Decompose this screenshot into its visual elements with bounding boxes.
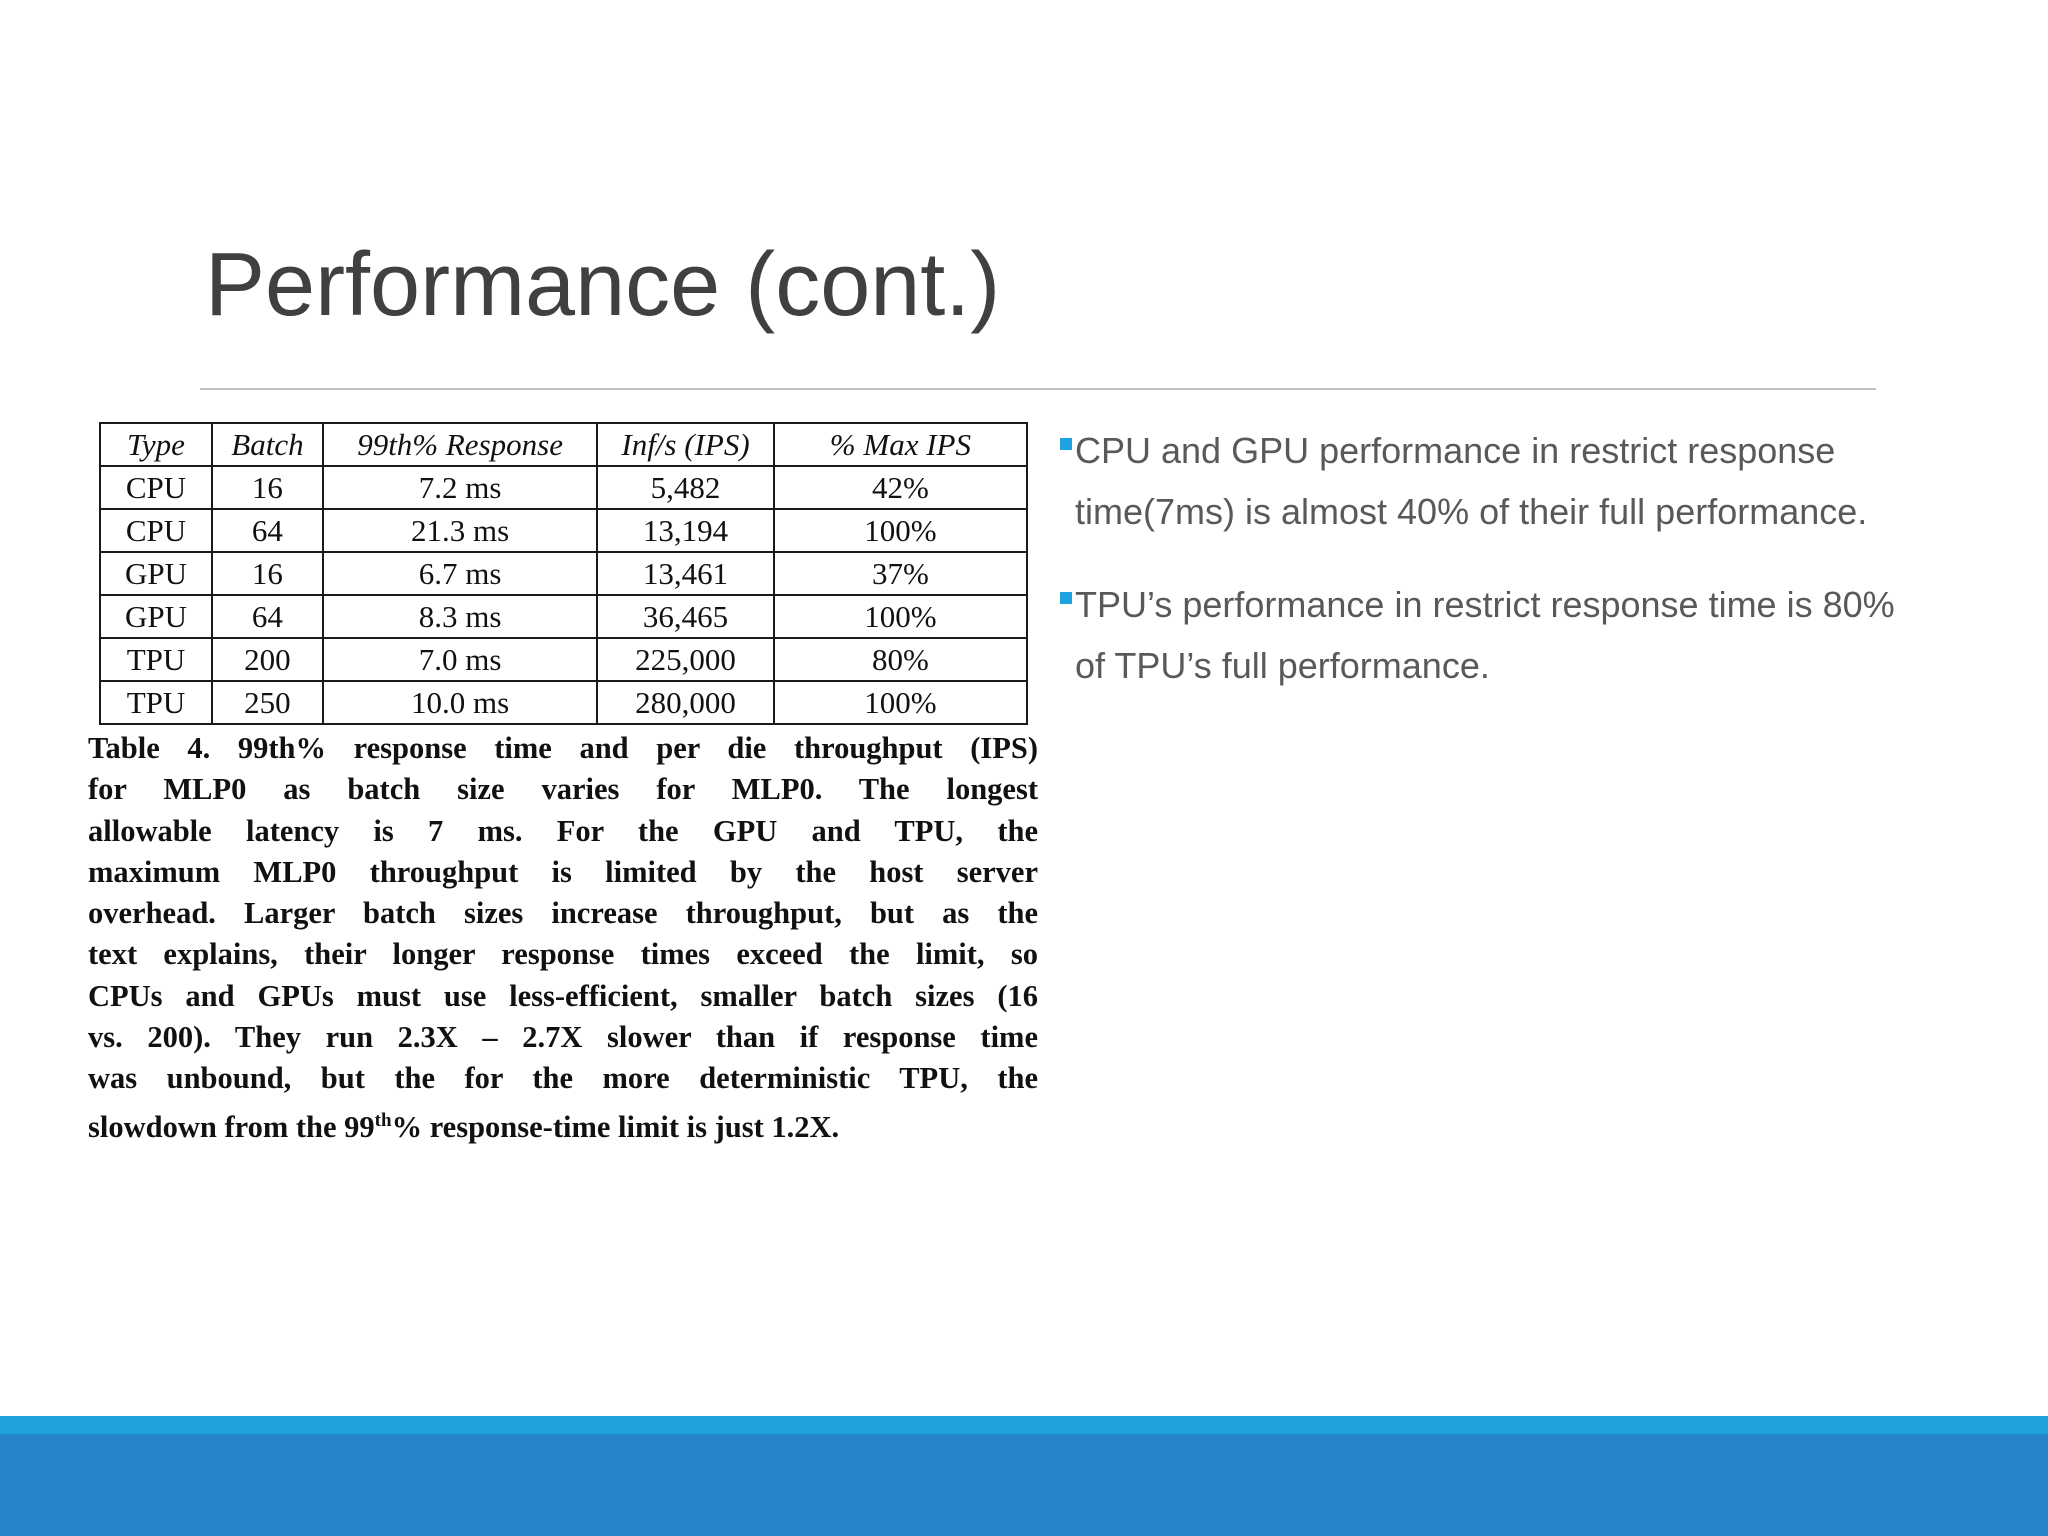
table-cell: 13,461 [596, 551, 775, 596]
table-cell: 6.7 ms [321, 551, 599, 596]
table-cell: GPU [99, 551, 213, 596]
footer-accent-band [0, 1416, 2048, 1434]
table-cell: 225,000 [596, 637, 775, 682]
column-header: 99th% Response [321, 422, 599, 467]
caption-last-line: slowdown from the 99th% response-time li… [88, 1100, 1038, 1148]
caption-line: CPUs and GPUs must use less-efficient, s… [88, 978, 1038, 1013]
table-cell: 100% [772, 508, 1029, 553]
table-cell: 5,482 [596, 465, 775, 510]
caption-line: allowable latency is 7 ms. For the GPU a… [88, 813, 1038, 848]
bullet-text: CPU and GPU performance in restrict resp… [1075, 420, 2017, 542]
bullet-item: TPU’s performance in restrict response t… [1057, 574, 2017, 696]
caption-line: was unbound, but the for the more determ… [88, 1061, 1038, 1096]
square-bullet-icon [1060, 438, 1072, 450]
table-cell: 13,194 [596, 508, 775, 553]
bullet-item: CPU and GPU performance in restrict resp… [1057, 420, 2017, 542]
table-cell: 7.2 ms [321, 465, 599, 510]
table-cell: TPU [99, 637, 213, 682]
bullet-text: TPU’s performance in restrict response t… [1075, 574, 2017, 696]
table-cell: 37% [772, 551, 1029, 596]
column-header: % Max IPS [772, 422, 1029, 467]
table-cell: GPU [99, 594, 213, 639]
table-cell: 100% [772, 594, 1029, 639]
table-cell: 16 [210, 465, 324, 510]
table-cell: 36,465 [596, 594, 775, 639]
bullet-list: CPU and GPU performance in restrict resp… [1057, 420, 2017, 728]
caption-line: text explains, their longer response tim… [88, 937, 1038, 972]
column-header: Batch [210, 422, 324, 467]
table-cell: 21.3 ms [321, 508, 599, 553]
table-cell: 64 [210, 508, 324, 553]
table-cell: 280,000 [596, 680, 775, 725]
table-row: CPU 16 7.2 ms 5,482 42% [99, 465, 1029, 510]
table-cell: 80% [772, 637, 1029, 682]
caption-line: Table 4. 99th% response time and per die… [88, 731, 1038, 765]
bullet-line: of TPU’s full performance. [1075, 645, 1490, 686]
caption-text: % response-time limit is just 1.2X. [391, 1109, 840, 1144]
table-cell: 250 [210, 680, 324, 725]
table-row: GPU 16 6.7 ms 13,461 37% [99, 551, 1029, 596]
table-cell: 42% [772, 465, 1029, 510]
slide-title: Performance (cont.) [205, 235, 1001, 335]
table-caption: Table 4. 99th% response time and per die… [88, 728, 1038, 1148]
table-cell: 10.0 ms [321, 680, 599, 725]
caption-text: slowdown from the 99 [88, 1109, 375, 1144]
table-header-row: Type Batch 99th% Response Inf/s (IPS) % … [99, 422, 1029, 467]
table-cell: 16 [210, 551, 324, 596]
caption-line: maximum MLP0 throughput is limited by th… [88, 854, 1038, 889]
table-row: CPU 64 21.3 ms 13,194 100% [99, 508, 1029, 553]
table-cell: 7.0 ms [321, 637, 599, 682]
table-cell: CPU [99, 465, 213, 510]
table-row: TPU 250 10.0 ms 280,000 100% [99, 680, 1029, 725]
bullet-line: TPU’s performance in restrict response t… [1075, 584, 1895, 625]
table-row: GPU 64 8.3 ms 36,465 100% [99, 594, 1029, 639]
square-bullet-icon [1060, 592, 1072, 604]
column-header: Inf/s (IPS) [596, 422, 775, 467]
table-cell: CPU [99, 508, 213, 553]
table-cell: 8.3 ms [321, 594, 599, 639]
caption-line: overhead. Larger batch sizes increase th… [88, 896, 1038, 931]
column-header: Type [99, 422, 213, 467]
performance-table: Type Batch 99th% Response Inf/s (IPS) % … [99, 422, 1029, 725]
caption-line: for MLP0 as batch size varies for MLP0. … [88, 772, 1038, 807]
table-row: TPU 200 7.0 ms 225,000 80% [99, 637, 1029, 682]
bullet-line: CPU and GPU performance in restrict resp… [1075, 430, 1836, 471]
caption-superscript: th [374, 1109, 392, 1131]
caption-line: vs. 200). They run 2.3X – 2.7X slower th… [88, 1020, 1038, 1055]
table-figure: Type Batch 99th% Response Inf/s (IPS) % … [86, 418, 1040, 1144]
title-divider [200, 388, 1876, 390]
bullet-line: time(7ms) is almost 40% of their full pe… [1075, 491, 1868, 532]
table-cell: 64 [210, 594, 324, 639]
table-cell: 100% [772, 680, 1029, 725]
table-cell: 200 [210, 637, 324, 682]
footer-band [0, 1434, 2048, 1536]
table-cell: TPU [99, 680, 213, 725]
